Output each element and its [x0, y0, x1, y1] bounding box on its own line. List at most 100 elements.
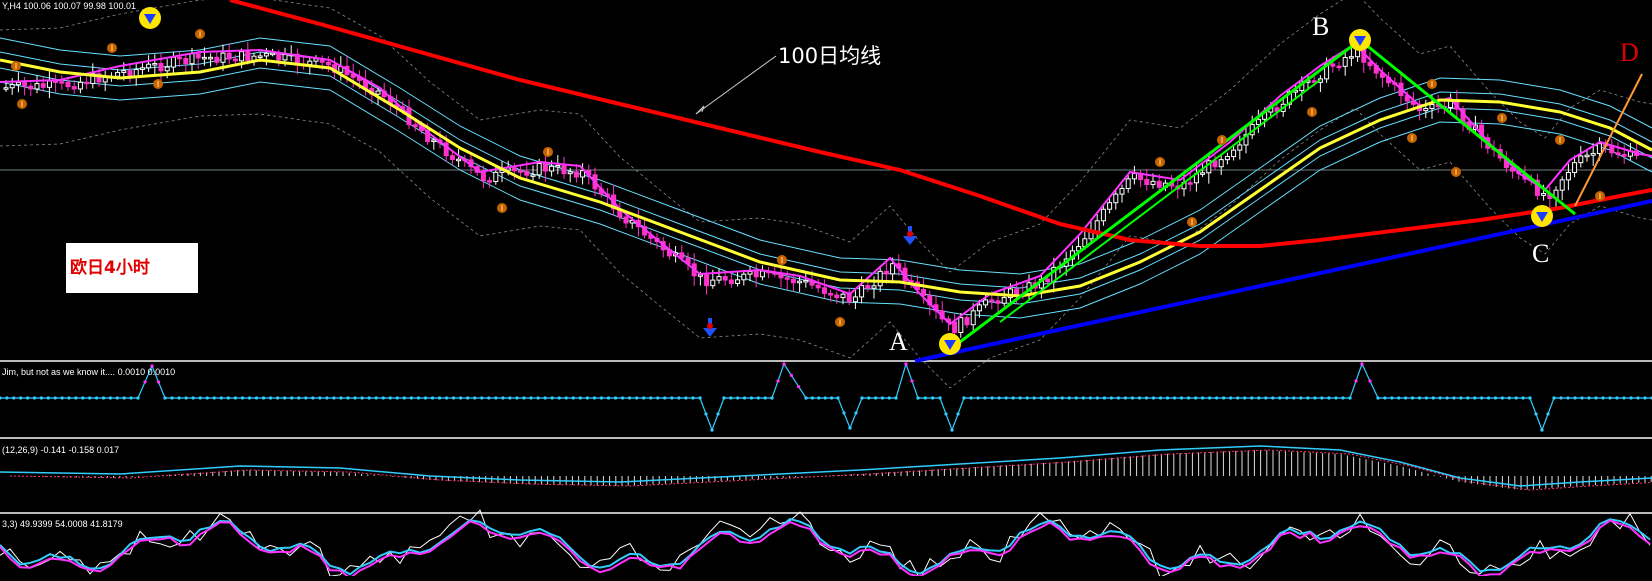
arrow-head — [703, 328, 717, 337]
indicator1-dot — [887, 396, 891, 400]
indicator1-dot — [494, 396, 498, 400]
indicator1-dot — [452, 396, 456, 400]
indicator1-dot — [1514, 396, 1518, 400]
indicator1-dot — [663, 396, 667, 400]
stoch-header: 3,3) 49.9399 54.0008 41.8179 — [2, 519, 123, 529]
indicator1-dot — [60, 396, 64, 400]
candle-body — [710, 279, 716, 287]
indicator1-dot — [691, 396, 695, 400]
indicator1-dot — [1229, 396, 1233, 400]
signal-arrow — [944, 340, 956, 350]
indicator1-dot — [1327, 396, 1331, 400]
channel-line-b-to-c — [1359, 38, 1576, 216]
indicator1-dot — [1546, 412, 1550, 416]
candle-body — [245, 51, 251, 61]
candle-body — [443, 142, 449, 157]
indicator1-dot — [143, 380, 147, 384]
candle-body — [65, 81, 71, 88]
indicator1-dot — [247, 396, 252, 400]
point-c-label: C — [1532, 239, 1550, 268]
indicator1-dot — [983, 396, 987, 400]
candle-body — [958, 317, 964, 333]
indicator1-dot — [1601, 396, 1605, 400]
indicator1-dot — [226, 396, 230, 400]
pair-timeframe-label: 欧日4小时 — [66, 243, 198, 293]
indicator1-dot — [395, 396, 399, 400]
indicator1-dot — [1032, 396, 1036, 400]
indicator1-dot — [1320, 396, 1324, 400]
indicator1-dot — [599, 396, 604, 400]
indicator1-dot — [67, 396, 71, 400]
candle-body — [1255, 118, 1261, 126]
indicator1-dot — [1208, 396, 1212, 400]
indicator1-dot — [276, 396, 280, 400]
indicator1-dot — [1580, 396, 1584, 400]
indicator1-dot — [5, 396, 9, 400]
candle-body — [263, 52, 269, 57]
candle-body — [1113, 193, 1119, 204]
indicator1-dot — [1622, 396, 1626, 400]
indicator1-dot — [332, 396, 336, 400]
candle-body — [139, 67, 145, 70]
indicator1-dot — [716, 412, 720, 416]
indicator1-dot — [32, 396, 37, 400]
indicator1-dot — [904, 362, 908, 366]
candle-body — [3, 87, 9, 90]
indicator1-dot — [1573, 396, 1577, 400]
indicator1-dot — [339, 396, 343, 400]
indicator1-dot — [585, 396, 589, 400]
arrow-head — [903, 236, 917, 245]
indicator1-dot — [1046, 396, 1050, 400]
indicator1-dot — [501, 396, 505, 400]
candle-body — [524, 170, 530, 176]
indicator1-dot — [191, 396, 195, 400]
indicator1-dot — [931, 396, 935, 400]
indicator1-dot — [1222, 396, 1226, 400]
indicator1-dot — [304, 396, 308, 400]
candle-body — [214, 56, 220, 63]
candle-body — [573, 171, 579, 178]
indicator1-dot — [261, 396, 266, 400]
indicator1-dot — [704, 412, 708, 416]
stoch-white-line — [0, 509, 1651, 581]
indicator1-dot — [1368, 379, 1372, 383]
candle-body — [1045, 278, 1051, 283]
indicator1-dot — [53, 396, 57, 400]
indicator1-dot — [1264, 396, 1268, 400]
candle-body — [90, 73, 96, 85]
indicator1-dot — [848, 426, 852, 430]
indicator1-dot — [776, 379, 780, 383]
candle-body — [828, 292, 834, 296]
indicator1-dot — [1397, 396, 1401, 400]
indicator1-dot — [381, 396, 385, 400]
indicator1-dot — [459, 396, 463, 400]
macd-header: (12,26,9) -0.141 -0.158 0.017 — [2, 445, 119, 455]
candle-body — [964, 317, 970, 326]
candle-body — [741, 273, 747, 281]
indicator1-values: 0.0010 0.0010 — [117, 367, 176, 377]
candle-body — [567, 171, 573, 175]
candle-body — [1621, 154, 1627, 157]
indicator1-dot — [722, 396, 726, 400]
indicator1-dot — [817, 396, 821, 400]
candle-body — [1348, 56, 1354, 59]
candle-body — [375, 90, 381, 95]
indicator1-dot — [150, 364, 154, 368]
indicator1-dot — [950, 428, 954, 432]
indicator1-dot — [1608, 396, 1612, 400]
candle-body — [536, 163, 542, 176]
stoch-name: 3,3) — [2, 519, 18, 529]
candle-body — [1231, 149, 1237, 158]
indicator1-dot — [1004, 396, 1008, 400]
signal-arrow — [144, 14, 156, 24]
indicator1-dot — [1292, 396, 1296, 400]
candle-body — [921, 289, 927, 297]
candle-body — [1565, 171, 1571, 181]
indicator1-dot — [1278, 396, 1282, 400]
indicator1-dot — [1521, 396, 1525, 400]
indicator1-dot — [1390, 396, 1394, 400]
indicator1-dot — [1528, 396, 1532, 400]
candle-body — [1007, 288, 1013, 299]
candle-body — [1367, 61, 1373, 67]
